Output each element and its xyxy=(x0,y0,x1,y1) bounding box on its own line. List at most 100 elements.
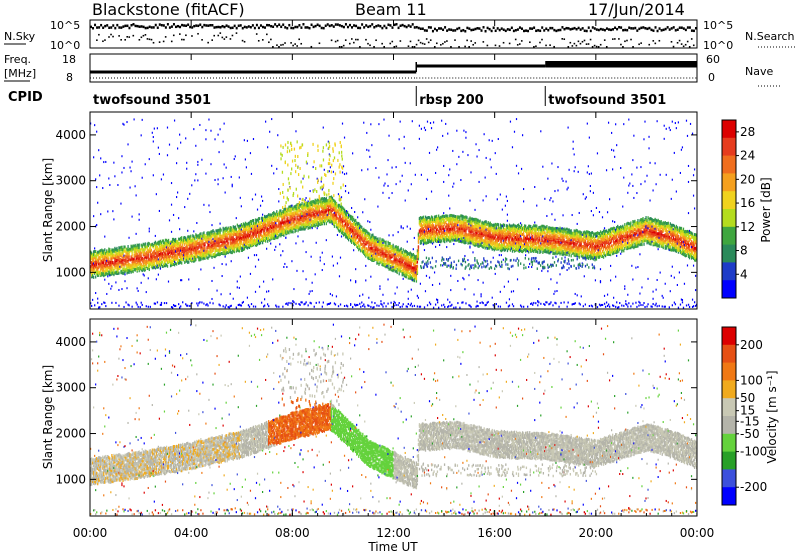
scatter-cell xyxy=(235,217,237,220)
echo-cell xyxy=(101,263,103,267)
echo-cell xyxy=(185,252,187,256)
echo-cell xyxy=(133,248,135,252)
nsky-mark xyxy=(518,26,521,29)
echo-cell xyxy=(130,257,132,261)
near-range-cell xyxy=(218,303,220,306)
echo-cell xyxy=(130,244,132,248)
scatter-cell xyxy=(195,144,197,147)
echo-cell xyxy=(266,230,268,234)
scatter-cell xyxy=(254,193,257,196)
echo-cell xyxy=(199,243,201,247)
echo-cell xyxy=(90,265,92,269)
echo-cell xyxy=(273,236,275,240)
near-range-cell xyxy=(141,303,143,306)
echo-cell xyxy=(243,227,246,231)
echo-cell xyxy=(219,249,221,253)
echo-cell xyxy=(120,265,122,269)
echo-cell xyxy=(169,264,172,268)
nsearch-mark xyxy=(620,43,622,46)
echo-cell xyxy=(153,255,156,259)
echo-cell xyxy=(224,250,226,254)
scatter-cell xyxy=(186,161,188,164)
scatter-cell xyxy=(148,227,150,230)
nave-tick-low: 0 xyxy=(708,71,715,84)
echo-cell xyxy=(195,244,197,248)
echo-cell xyxy=(261,216,264,220)
echo-cell xyxy=(188,235,190,239)
nsky-mark xyxy=(296,25,299,29)
echo-cell xyxy=(149,246,151,250)
echo-cell xyxy=(124,254,126,258)
echo-cell xyxy=(253,222,256,226)
echo-cell xyxy=(195,233,197,237)
nsky-mark xyxy=(187,23,190,26)
nsearch-mark xyxy=(148,38,151,41)
scatter-cell xyxy=(386,173,388,176)
echo-cell xyxy=(225,244,227,248)
echo-cell xyxy=(247,240,250,244)
scatter-cell xyxy=(147,277,149,280)
echo-cell xyxy=(233,241,235,245)
echo-cell xyxy=(172,262,175,266)
scatter-cell xyxy=(105,160,107,163)
echo-cell xyxy=(265,217,267,221)
echo-cell xyxy=(183,238,185,242)
echo-cell xyxy=(238,234,241,238)
echo-cell xyxy=(212,240,214,244)
echo-cell xyxy=(266,236,268,240)
echo-cell xyxy=(271,221,273,225)
echo-cell xyxy=(107,267,109,271)
nsky-mark xyxy=(626,28,629,32)
echo-cell xyxy=(103,249,105,253)
cpid-label: CPID xyxy=(8,90,43,105)
nsky-mark xyxy=(225,24,228,27)
scatter-cell xyxy=(434,171,437,174)
echo-cell xyxy=(166,252,169,256)
scatter-cell xyxy=(225,166,227,169)
echo-cell xyxy=(229,233,231,237)
echo-cell xyxy=(287,216,289,220)
echo-cell xyxy=(106,249,108,253)
scatter-cell xyxy=(315,241,317,244)
echo-cell xyxy=(231,232,233,236)
nsky-mark xyxy=(179,25,182,29)
nsearch-mark xyxy=(533,46,535,48)
echo-cell xyxy=(161,247,164,251)
nsky-mark xyxy=(243,25,246,29)
near-range-cell xyxy=(137,305,139,308)
echo-cell xyxy=(128,266,130,270)
echo-cell xyxy=(229,240,231,244)
scatter-cell xyxy=(249,152,252,155)
echo-cell xyxy=(257,229,260,233)
nsky-mark xyxy=(609,28,612,32)
echo-cell xyxy=(221,234,223,238)
near-range-cell xyxy=(97,301,99,304)
nsearch-mark xyxy=(229,38,232,40)
echo-cell xyxy=(273,234,275,238)
echo-cell xyxy=(157,247,160,251)
echo-cell xyxy=(240,241,243,245)
echo-cell xyxy=(214,242,216,246)
echo-cell xyxy=(106,252,108,256)
near-range-cell xyxy=(413,304,416,307)
echo-cell xyxy=(200,232,202,236)
nsky-mark xyxy=(223,25,226,29)
echo-cell xyxy=(154,251,157,255)
scatter-cell xyxy=(96,130,98,133)
nsky-mark xyxy=(577,26,580,30)
nsky-mark xyxy=(429,26,432,29)
near-range-cell xyxy=(136,303,138,306)
echo-cell xyxy=(158,258,161,262)
nsky-mark xyxy=(508,28,511,32)
echo-cell xyxy=(154,240,157,244)
echo-cell xyxy=(173,244,176,248)
echo-cell xyxy=(140,258,142,262)
scatter-cell xyxy=(231,185,233,188)
scatter-cell xyxy=(261,213,264,216)
echo-cell xyxy=(199,241,201,245)
echo-cell xyxy=(242,237,245,241)
echo-cell xyxy=(250,238,253,242)
echo-cell xyxy=(210,249,212,253)
echo-cell xyxy=(139,258,141,262)
echo-cell xyxy=(156,254,159,258)
